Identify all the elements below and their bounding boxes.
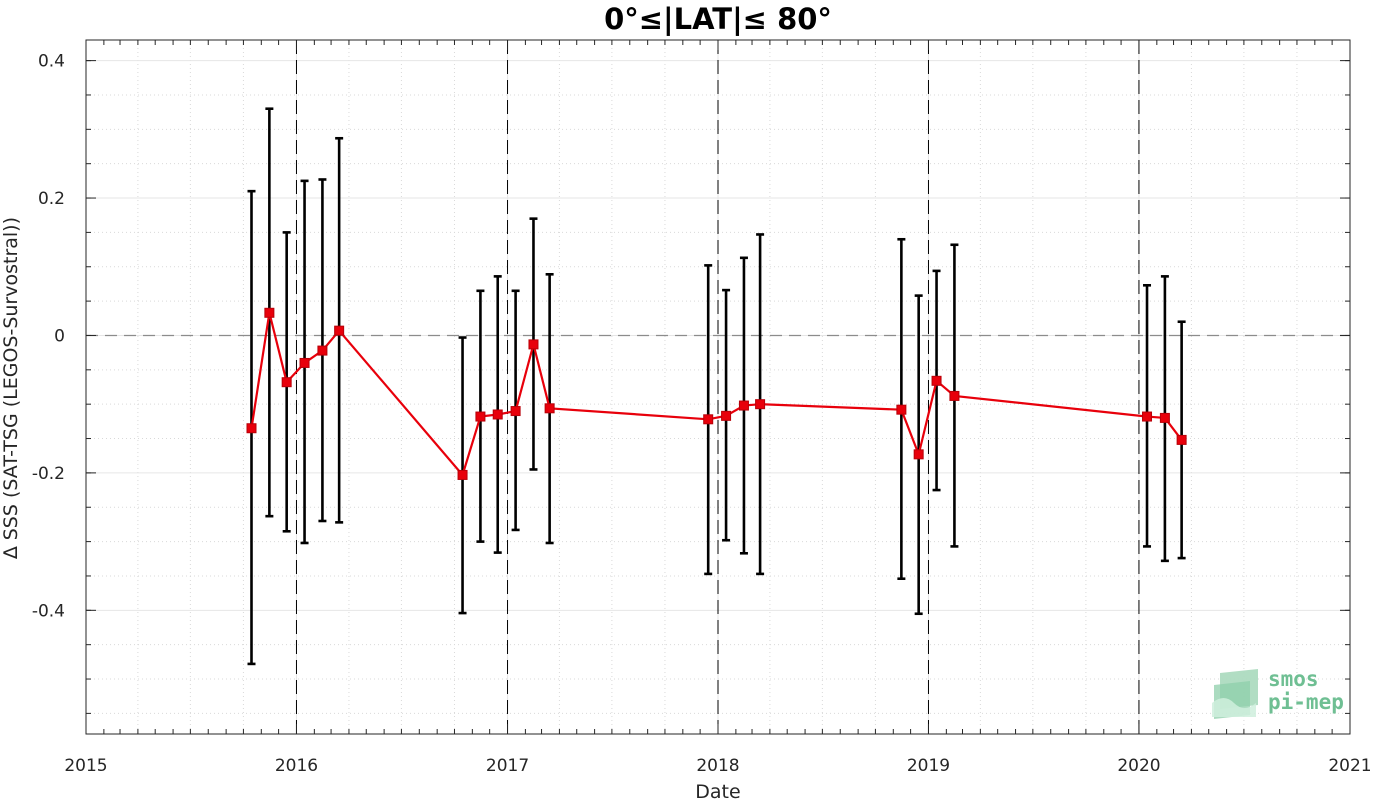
y-tick-label: -0.2 — [32, 464, 65, 484]
data-point — [1176, 434, 1187, 445]
x-axis-label: Date — [695, 781, 740, 801]
y-axis-label: ∆ SSS (SAT-TSG (LEGOS-Survostral)) — [0, 217, 22, 560]
reference-lines — [86, 40, 1350, 734]
data-point — [703, 414, 714, 425]
data-point — [317, 345, 328, 356]
data-point — [475, 411, 486, 422]
data-point — [492, 409, 503, 420]
error-bars — [247, 107, 1186, 666]
chart-title: 0°≤|LAT|≤ 80° — [604, 2, 832, 36]
logo-mark-wave-icon — [1212, 698, 1256, 717]
data-point — [738, 400, 749, 411]
smos-pimep-logo: smos pi-mep — [1212, 667, 1344, 719]
data-point — [1142, 411, 1153, 422]
y-tick-label: 0.4 — [38, 52, 65, 72]
series-line — [250, 312, 1183, 478]
logo-text-smos: smos — [1268, 667, 1319, 691]
logo-text-pimep: pi-mep — [1268, 690, 1344, 714]
data-point — [896, 404, 907, 415]
data-point — [334, 325, 345, 336]
x-tick-label: 2016 — [275, 756, 318, 776]
x-tick-label: 2018 — [696, 756, 739, 776]
y-tick-label: 0 — [54, 326, 65, 346]
data-point — [528, 339, 539, 350]
x-tick-label: 2019 — [907, 756, 950, 776]
x-tick-label: 2015 — [64, 756, 107, 776]
data-point — [264, 307, 275, 318]
data-point — [755, 399, 766, 410]
data-point — [1159, 412, 1170, 423]
data-point — [913, 449, 924, 460]
data-point — [721, 410, 732, 421]
x-tick-label: 2017 — [486, 756, 529, 776]
data-point — [931, 375, 942, 386]
data-point — [299, 357, 310, 368]
data-point — [544, 403, 555, 414]
y-tick-label: -0.4 — [32, 601, 65, 621]
series — [246, 307, 1187, 480]
tick-labels: 2015 2016 2017 2018 2019 2020 2021 -0.4 -0.2 0 0.2… — [32, 52, 1372, 776]
x-tick-label: 2020 — [1117, 756, 1160, 776]
x-tick-label: 2021 — [1328, 756, 1371, 776]
data-point — [457, 469, 468, 480]
axes — [85, 39, 1351, 735]
data-point — [281, 377, 292, 388]
data-point — [510, 406, 521, 417]
data-point — [949, 390, 960, 401]
y-tick-label: 0.2 — [38, 189, 65, 209]
data-point — [246, 423, 257, 434]
